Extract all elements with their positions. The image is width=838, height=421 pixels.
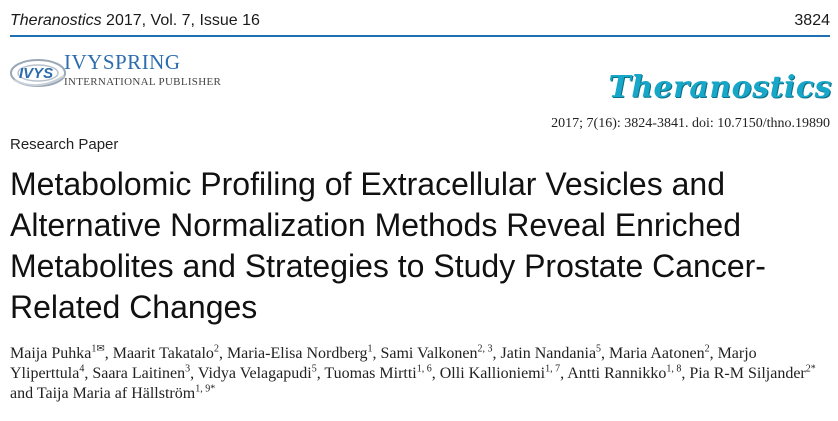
author-affiliation: 4 bbox=[79, 363, 85, 375]
author-name: Sami Valkonen bbox=[380, 345, 478, 362]
author-affiliation: 2* bbox=[805, 363, 816, 375]
running-header: Theranostics 2017, Vol. 7, Issue 16 bbox=[10, 12, 260, 30]
author-affiliation: 1, 6 bbox=[416, 363, 432, 375]
ivyspring-logo-icon: IVYS bbox=[10, 59, 66, 87]
author-affiliation: 1✉ bbox=[91, 343, 105, 355]
author-affiliation: 5 bbox=[596, 343, 602, 355]
author-affiliation: 3 bbox=[185, 363, 191, 375]
author-affiliation: 1 bbox=[367, 343, 373, 355]
author-name: Maria Aatonen bbox=[609, 345, 705, 362]
paper-title: Metabolomic Profiling of Extracellular V… bbox=[10, 166, 766, 325]
author-name: Saara Laitinen bbox=[92, 365, 186, 382]
header-rule bbox=[10, 35, 830, 37]
author-name: Jatin Nandania bbox=[500, 345, 597, 362]
citation: 2017; 7(16): 3824-3841. doi: 10.7150/thn… bbox=[551, 116, 830, 131]
author-name: Maarit Takatalo bbox=[112, 345, 214, 362]
author-affiliation: 2, 3 bbox=[477, 343, 493, 355]
publisher-subtitle: INTERNATIONAL PUBLISHER bbox=[64, 76, 222, 88]
author-name: Maija Puhka bbox=[10, 345, 92, 362]
author-name: Marjo Yliperttula bbox=[10, 345, 757, 382]
author-affiliation: 2 bbox=[704, 343, 710, 355]
issue-info: 2017, Vol. 7, Issue 16 bbox=[101, 12, 260, 29]
author-name: Olli Kallioniemi bbox=[439, 365, 546, 382]
author-name: Antti Rannikko bbox=[567, 365, 667, 382]
author-affiliation: 1, 7 bbox=[545, 363, 561, 375]
svg-text:IVYS: IVYS bbox=[19, 65, 53, 82]
publisher-name-block: IVYSPRING INTERNATIONAL PUBLISHER bbox=[64, 50, 221, 88]
page-number: 3824 bbox=[794, 12, 830, 29]
author-name: Tuomas Mirtti bbox=[324, 365, 417, 382]
author-name: Maria-Elisa Nordberg bbox=[226, 345, 368, 362]
journal-name: Theranostics bbox=[10, 12, 102, 29]
author-list: Maija Puhka1✉, Maarit Takatalo2, Maria-E… bbox=[10, 343, 816, 402]
theranostics-logo: Theranostics bbox=[608, 70, 832, 105]
author-name: Taija Maria af Hällström bbox=[36, 385, 196, 402]
author-name: Pia R-M Siljander bbox=[689, 365, 806, 382]
paper-type: Research Paper bbox=[10, 136, 119, 153]
author-affiliation: 5 bbox=[311, 363, 317, 375]
author-affiliation: 1, 8 bbox=[666, 363, 682, 375]
author-affiliation: 1, 9* bbox=[195, 383, 216, 395]
author-affiliation: 2 bbox=[213, 343, 219, 355]
author-name: Vidya Velagapudi bbox=[197, 365, 312, 382]
publisher-name: IVYSPRING bbox=[64, 50, 181, 74]
